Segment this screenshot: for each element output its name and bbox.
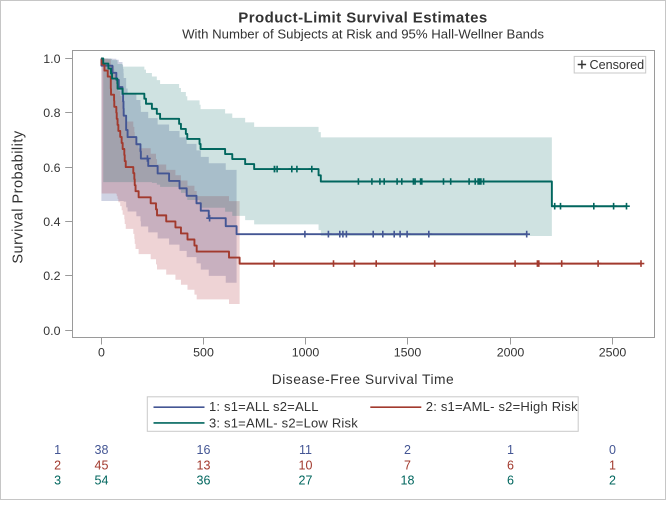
svg-text:1.0: 1.0 — [43, 52, 60, 66]
svg-text:1000: 1000 — [292, 346, 320, 360]
svg-text:500: 500 — [193, 346, 214, 360]
svg-text:0.0: 0.0 — [43, 324, 60, 338]
svg-text:54: 54 — [95, 473, 109, 487]
svg-text:45: 45 — [95, 458, 109, 472]
svg-text:1500: 1500 — [394, 346, 422, 360]
svg-text:3: s1=AML- s2=Low Risk: 3: s1=AML- s2=Low Risk — [209, 416, 358, 431]
svg-text:Disease-Free Survival Time: Disease-Free Survival Time — [272, 372, 454, 387]
svg-text:7: 7 — [404, 458, 411, 472]
svg-text:6: 6 — [507, 458, 514, 472]
svg-text:27: 27 — [299, 473, 313, 487]
svg-text:Survival Probability: Survival Probability — [11, 130, 27, 264]
svg-text:With Number of Subjects at Ris: With Number of Subjects at Risk and 95% … — [182, 27, 544, 42]
svg-text:Product-Limit Survival Estimat: Product-Limit Survival Estimates — [238, 10, 487, 27]
svg-text:3: 3 — [54, 473, 61, 487]
svg-text:2: 2 — [609, 473, 616, 487]
svg-text:1: 1 — [609, 458, 616, 472]
svg-text:2: 2 — [54, 458, 61, 472]
svg-text:0.4: 0.4 — [43, 215, 60, 229]
svg-text:2500: 2500 — [599, 346, 627, 360]
svg-text:18: 18 — [401, 473, 415, 487]
svg-text:0: 0 — [609, 443, 616, 457]
svg-text:2: 2 — [404, 443, 411, 457]
svg-text:1: 1 — [507, 443, 514, 457]
svg-text:10: 10 — [299, 458, 313, 472]
svg-text:0: 0 — [98, 346, 105, 360]
svg-text:13: 13 — [197, 458, 211, 472]
svg-text:6: 6 — [507, 473, 514, 487]
svg-text:38: 38 — [95, 443, 109, 457]
svg-text:2: s1=AML- s2=High Risk: 2: s1=AML- s2=High Risk — [426, 399, 578, 414]
svg-text:16: 16 — [197, 443, 211, 457]
svg-text:0.2: 0.2 — [43, 269, 60, 283]
svg-text:0.8: 0.8 — [43, 106, 60, 120]
svg-text:1: s1=ALL s2=ALL: 1: s1=ALL s2=ALL — [209, 399, 319, 414]
svg-text:0.6: 0.6 — [43, 161, 60, 175]
svg-text:2000: 2000 — [497, 346, 525, 360]
svg-text:1: 1 — [54, 443, 61, 457]
svg-text:36: 36 — [197, 473, 211, 487]
svg-text:Censored: Censored — [590, 58, 645, 72]
svg-text:11: 11 — [299, 443, 312, 457]
